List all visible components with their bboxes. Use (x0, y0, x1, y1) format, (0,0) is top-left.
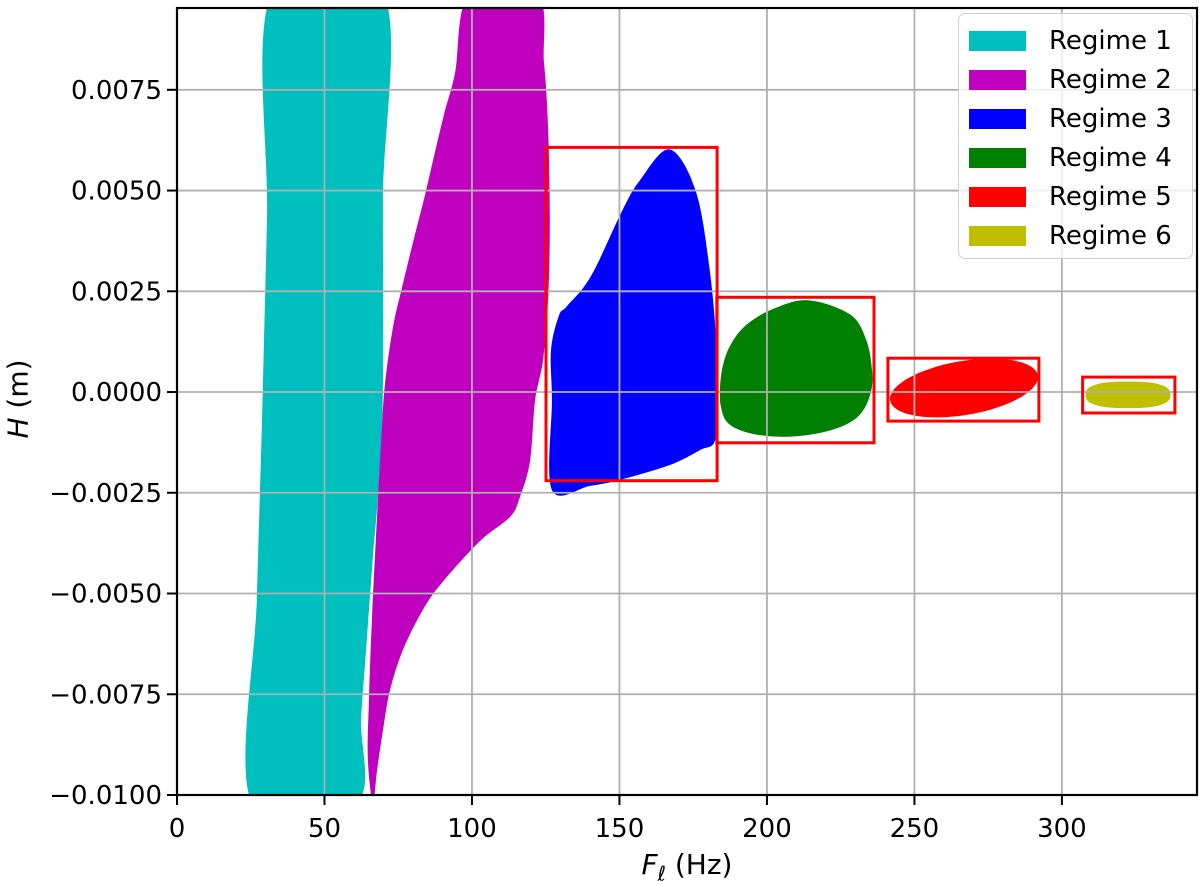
y-axis-label-symbol: H (1, 417, 35, 439)
regions-layer (245, 8, 1171, 795)
gridlines (176, 8, 1197, 796)
legend-item: Regime 1 (969, 21, 1192, 60)
region-regime-2 (367, 8, 550, 795)
y-tick-label: −0.0075 (49, 680, 162, 710)
y-tick-label: 0.0075 (71, 76, 162, 106)
legend: Regime 1 Regime 2 Regime 3 Regime 4 Regime 5… (958, 13, 1193, 259)
y-tick-label: −0.0025 (49, 479, 162, 509)
x-tick-label: 300 (1037, 814, 1087, 844)
legend-item: Regime 4 (969, 138, 1192, 177)
ticks-layer: 0 50 100 150 200 250 300 0.0075 0.0050 0.0025 0.00… (49, 76, 1086, 844)
legend-swatch (969, 225, 1026, 246)
legend-swatch (969, 30, 1026, 51)
axes-spines (175, 6, 1199, 797)
x-axis-label-symbol: F (641, 848, 658, 881)
x-axis-label-subscript: ℓ (657, 861, 666, 885)
x-axis-label-unit: (Hz) (665, 848, 733, 881)
region-regime-1 (245, 8, 392, 795)
y-axis-label: H (m) (2, 359, 35, 438)
legend-swatch (969, 69, 1026, 90)
legend-swatch (969, 147, 1026, 168)
legend-label: Regime 6 (1049, 220, 1172, 251)
legend-item: Regime 6 (969, 216, 1192, 255)
y-tick-label: 0.0025 (71, 277, 162, 307)
legend-label: Regime 3 (1049, 103, 1172, 134)
y-tick-label: −0.0100 (49, 781, 162, 811)
y-tick-label: 0.0050 (71, 177, 162, 207)
region-regime-5 (890, 358, 1038, 418)
x-tick-label: 250 (890, 814, 940, 844)
legend-item: Regime 2 (969, 60, 1192, 99)
region-regime-4 (719, 300, 873, 437)
highlight-box (715, 295, 876, 445)
region-regime-6 (1085, 381, 1171, 409)
legend-label: Regime 5 (1049, 181, 1172, 212)
x-tick-label: 100 (447, 814, 497, 844)
x-tick-label: 0 (169, 814, 186, 844)
legend-item: Regime 3 (969, 99, 1192, 138)
legend-item: Regime 5 (969, 177, 1192, 216)
legend-label: Regime 2 (1049, 64, 1172, 95)
y-tick-label: 0.0000 (71, 378, 162, 408)
region-regime-3 (549, 149, 719, 496)
x-tick-label: 150 (595, 814, 645, 844)
x-axis-label: Fℓ (Hz) (642, 848, 733, 885)
y-tick-label: −0.0050 (49, 580, 162, 610)
legend-swatch (969, 108, 1026, 129)
legend-label: Regime 1 (1049, 25, 1172, 56)
x-tick-label: 200 (742, 814, 792, 844)
highlight-box (886, 356, 1041, 423)
legend-swatch (969, 186, 1026, 207)
x-tick-label: 50 (308, 814, 341, 844)
highlight-box (1081, 375, 1177, 415)
y-axis-label-unit: (m) (1, 359, 35, 418)
legend-label: Regime 4 (1049, 142, 1172, 173)
highlight-boxes-layer (544, 145, 1177, 483)
